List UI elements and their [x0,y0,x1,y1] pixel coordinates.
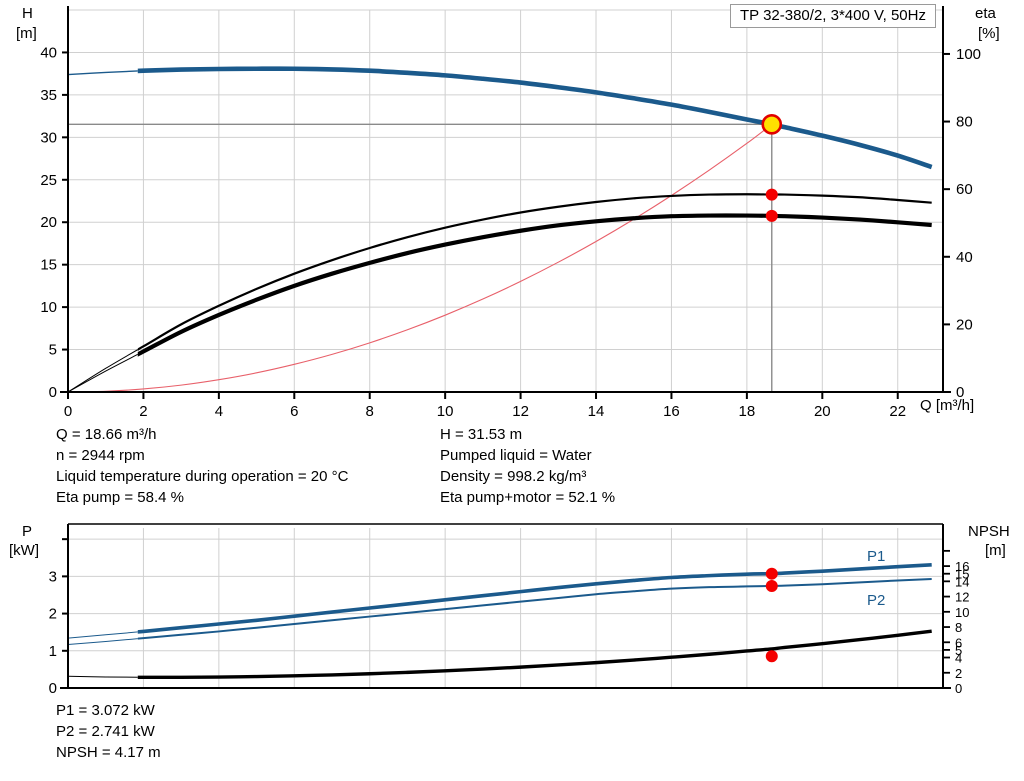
p2-curve-thin [68,638,138,645]
h-tick-25: 25 [40,172,57,189]
q-tick-0: 0 [64,403,72,420]
eta-axis-label-line1: eta [975,5,997,22]
p2-curve [137,577,932,640]
eta-tick-40: 40 [956,249,973,266]
h-tick-0: 0 [49,384,57,401]
npsh-tick-0: 0 [955,681,962,696]
duty-info-speed: n = 2944 rpm [56,447,145,464]
eta-tick-80: 80 [956,114,973,131]
p-tick-1: 1 [49,643,57,660]
npsh-tick-14: 14 [955,574,969,589]
npsh-tick-12: 12 [955,590,969,605]
p-tick-0: 0 [49,680,57,697]
power-info-p1: P1 = 3.072 kW [56,702,155,719]
bottom-chart-axes [60,523,951,689]
npsh-curve [137,629,932,680]
top-chart-curves [67,66,933,393]
eta-pump-duty-marker [765,188,778,201]
top-chart-axes [60,6,951,399]
eta-tick-100: 100 [956,46,981,63]
duty-info-density: Density = 998.2 kg/m³ [440,468,587,485]
npsh-tick-15: 15 [955,567,969,582]
duty-point-marker [761,114,783,135]
npsh-duty-marker [765,650,778,663]
top-chart-tick-labels: 0 5 10 15 20 25 30 35 40 0 20 40 60 80 100 0 2 4 6 8 10 12 14 1… [40,44,981,420]
pump-model-title: TP 32-380/2, 3*400 V, 50Hz [730,4,936,28]
q-tick-4: 4 [215,403,223,420]
npsh-tick-10: 10 [955,605,969,620]
duty-info-flow: Q = 18.66 m³/h [56,426,157,443]
q-tick-8: 8 [366,403,374,420]
h-axis-label-line1: H [22,5,33,22]
p-tick-2: 2 [49,606,57,623]
q-tick-14: 14 [588,403,605,420]
eta-tick-0: 0 [956,384,964,401]
bottom-chart-gridlines [67,528,943,689]
eta-pump-motor-duty-marker [765,209,778,222]
q-tick-20: 20 [814,403,831,420]
bottom-chart-duty-markers [765,567,778,663]
npsh-tick-2: 2 [955,666,962,681]
p-axis-label-line2: [kW] [9,542,39,559]
system-curve [67,123,773,393]
q-tick-18: 18 [739,403,756,420]
npsh-tick-5: 5 [955,643,962,658]
q-axis-label: Q [m³/h] [920,397,974,414]
eta-axis-label-line2: [%] [978,25,1000,42]
h-axis-label-line2: [m] [16,25,37,42]
bottom-chart-curves [68,563,932,680]
power-info-npsh: NPSH = 4.17 m [56,744,161,761]
npsh-tick-16: 16 [955,559,969,574]
duty-info-pumped-liquid: Pumped liquid = Water [440,447,592,464]
p1-curve-label: P1 [867,548,885,565]
duty-info-left-column: Q = 18.66 m³/h n = 2944 rpm Liquid tempe… [56,424,348,508]
p1-duty-marker [765,567,778,580]
p1-curve [137,563,932,634]
q-tick-6: 6 [290,403,298,420]
npsh-curve-thin [68,675,138,678]
h-tick-5: 5 [49,342,57,359]
top-chart-duty-markers [761,114,783,222]
q-tick-16: 16 [663,403,680,420]
npsh-axis-label-line2: [m] [985,542,1006,559]
duty-info-head: H = 31.53 m [440,426,523,443]
p-axis-label-line1: P [22,523,32,540]
head-curve [137,66,933,170]
h-tick-35: 35 [40,87,57,104]
p2-curve-label: P2 [867,592,885,609]
h-tick-30: 30 [40,129,57,146]
eta-pump-motor-curve [137,213,932,357]
h-tick-20: 20 [40,214,57,231]
npsh-axis-label-line1: NPSH [968,523,1010,540]
duty-info-eta-pump-motor: Eta pump+motor = 52.1 % [440,489,616,506]
eta-pump-curve [137,193,932,351]
power-info-p2: P2 = 2.741 kW [56,723,155,740]
h-tick-40: 40 [40,44,57,61]
head-curve-thin [68,70,138,76]
p2-duty-marker [765,580,778,593]
q-tick-10: 10 [437,403,454,420]
npsh-tick-6: 6 [955,635,962,650]
eta-curve-thin-1 [68,353,138,392]
p-tick-3: 3 [49,568,57,585]
npsh-tick-4: 4 [955,651,962,666]
q-tick-2: 2 [139,403,147,420]
power-info-block: P1 = 3.072 kW P2 = 2.741 kW NPSH = 4.17 … [56,700,161,763]
duty-info-eta-pump: Eta pump = 58.4 % [56,489,184,506]
duty-info-right-column: H = 31.53 m Pumped liquid = Water Densit… [440,424,615,508]
top-chart-duty-guidelines [68,123,773,392]
q-tick-22: 22 [889,403,906,420]
npsh-tick-8: 8 [955,620,962,635]
q-tick-12: 12 [512,403,529,420]
h-tick-15: 15 [40,257,57,274]
eta-tick-60: 60 [956,181,973,198]
h-tick-10: 10 [40,299,57,316]
eta-curve-thin-0 [68,349,138,392]
head-efficiency-chart: 0 5 10 15 20 25 30 35 40 0 20 40 60 80 100 0 2 4 6 8 10 12 14 1… [16,5,1000,420]
duty-info-liquid-temperature: Liquid temperature during operation = 20… [56,468,349,485]
eta-tick-20: 20 [956,316,973,333]
